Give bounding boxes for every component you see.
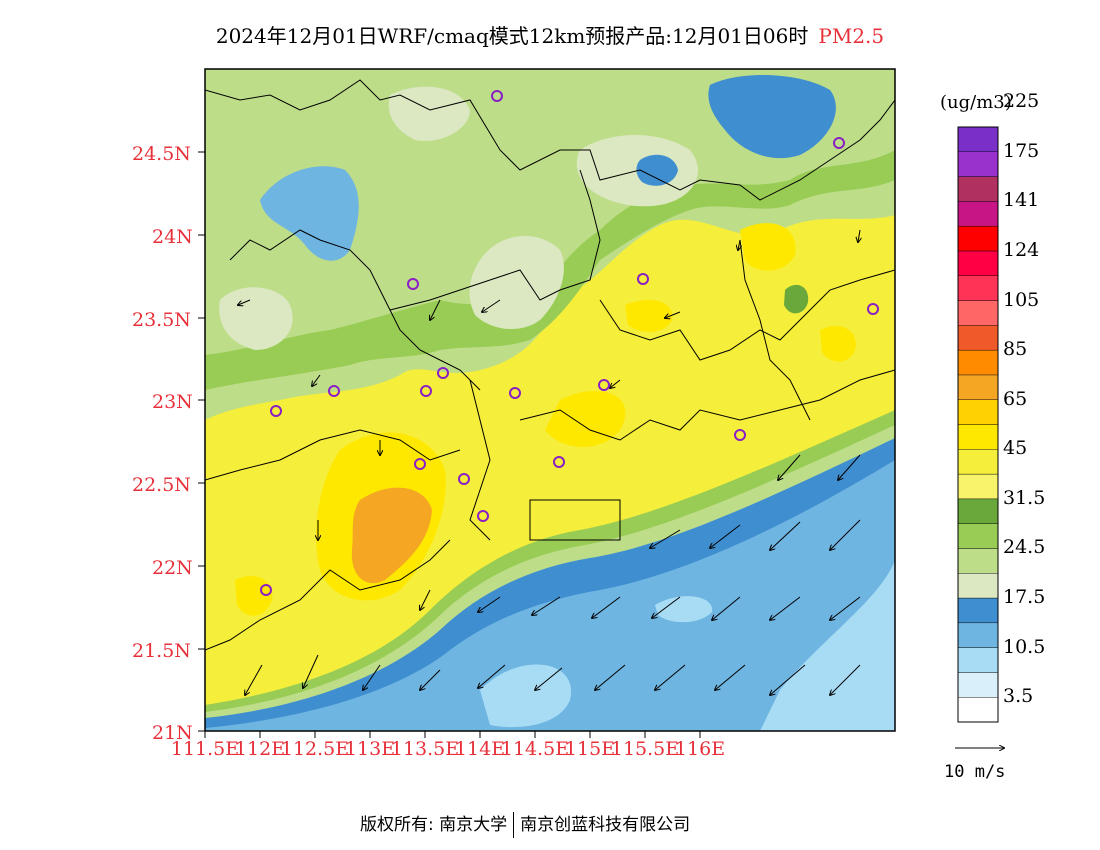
colorbar — [957, 126, 999, 723]
colorbar-unit: (ug/m3) — [940, 92, 1012, 113]
lat-label: 23.5N — [132, 309, 191, 331]
colorbar-swatch — [957, 449, 999, 475]
colorbar-swatch — [957, 523, 999, 549]
lon-label: 112.5E — [280, 738, 350, 760]
copyright-footer: 版权所有: 南京大学 南京创蓝科技有限公司 — [360, 810, 690, 838]
lat-label: 24N — [152, 226, 193, 248]
colorbar-tick-label: 175 — [1003, 139, 1040, 162]
colorbar-swatch — [957, 250, 999, 276]
colorbar-swatch — [957, 498, 999, 524]
footer-left: 版权所有: 南京大学 — [360, 815, 508, 835]
lat-label: 23N — [152, 391, 193, 413]
wind-reference-label: 10 m/s — [944, 762, 1006, 782]
footer-separator — [513, 812, 515, 838]
concentration-field — [205, 69, 895, 731]
colorbar-swatch — [957, 275, 999, 301]
colorbar-swatch — [957, 473, 999, 500]
lon-label: 116E — [674, 738, 726, 760]
chart-title: 2024年12月01日WRF/cmaq模式12km预报产品:12月01日06时 P… — [0, 20, 1100, 49]
colorbar-tick-label: 85 — [1003, 338, 1028, 361]
colorbar-tick-label: 124 — [1003, 238, 1040, 261]
colorbar-swatch — [957, 622, 999, 648]
colorbar-swatch — [957, 374, 999, 400]
colorbar-swatch — [957, 349, 999, 376]
footer-right: 南京创蓝科技有限公司 — [520, 815, 691, 835]
lat-label: 24.5N — [132, 143, 191, 165]
lat-tick-marks — [198, 151, 205, 732]
colorbar-swatch — [957, 424, 999, 450]
colorbar-swatch — [957, 672, 999, 698]
lat-label: 21.5N — [132, 640, 191, 662]
colorbar-tick-label: 31.5 — [1003, 486, 1046, 509]
lon-label: 111.5E — [170, 738, 240, 760]
colorbar-swatch — [957, 176, 999, 202]
city-markers — [260, 90, 879, 596]
lon-label: 115.5E — [610, 738, 680, 760]
lon-tick-marks — [204, 731, 701, 738]
colorbar-tick-label: 3.5 — [1003, 685, 1034, 708]
colorbar-tick-label: 24.5 — [1003, 536, 1046, 559]
pollutant-label: PM2.5 — [818, 24, 885, 48]
colorbar-swatch — [957, 697, 999, 723]
wind-vectors — [238, 229, 860, 695]
colorbar-swatch — [957, 201, 999, 227]
colorbar-tick-label: 105 — [1003, 288, 1040, 311]
title-main: 2024年12月01日WRF/cmaq模式12km预报产品:12月01日06时 — [215, 24, 809, 48]
lon-label: 114E — [454, 738, 506, 760]
colorbar-tick-label: 141 — [1003, 189, 1040, 212]
lon-label: 113E — [344, 738, 396, 760]
colorbar-tick-label: 17.5 — [1003, 586, 1046, 609]
colorbar-tick-label: 10.5 — [1003, 635, 1046, 658]
colorbar-swatch — [957, 573, 999, 599]
colorbar-swatch — [957, 647, 999, 673]
colorbar-swatch — [957, 151, 999, 177]
colorbar-swatch — [957, 399, 999, 425]
colorbar-swatch — [957, 548, 999, 574]
colorbar-tick-label: 225 — [1003, 90, 1040, 113]
colorbar-tick-label: 65 — [1003, 387, 1028, 410]
lat-label: 22N — [152, 557, 193, 579]
lon-label: 115E — [564, 738, 616, 760]
colorbar-swatch — [957, 225, 999, 252]
lon-label: 113.5E — [390, 738, 460, 760]
lat-label: 22.5N — [132, 474, 191, 496]
admin-boundaries — [205, 79, 895, 651]
lat-label: 21N — [152, 722, 193, 744]
colorbar-swatch — [957, 597, 999, 624]
lon-label: 114.5E — [500, 738, 570, 760]
colorbar-swatch — [957, 126, 999, 152]
lon-label: 112E — [234, 738, 286, 760]
colorbar-swatch — [957, 325, 999, 351]
colorbar-tick-label: 45 — [1003, 437, 1028, 460]
colorbar-swatch — [957, 300, 999, 326]
colorbar-frame — [957, 126, 999, 723]
